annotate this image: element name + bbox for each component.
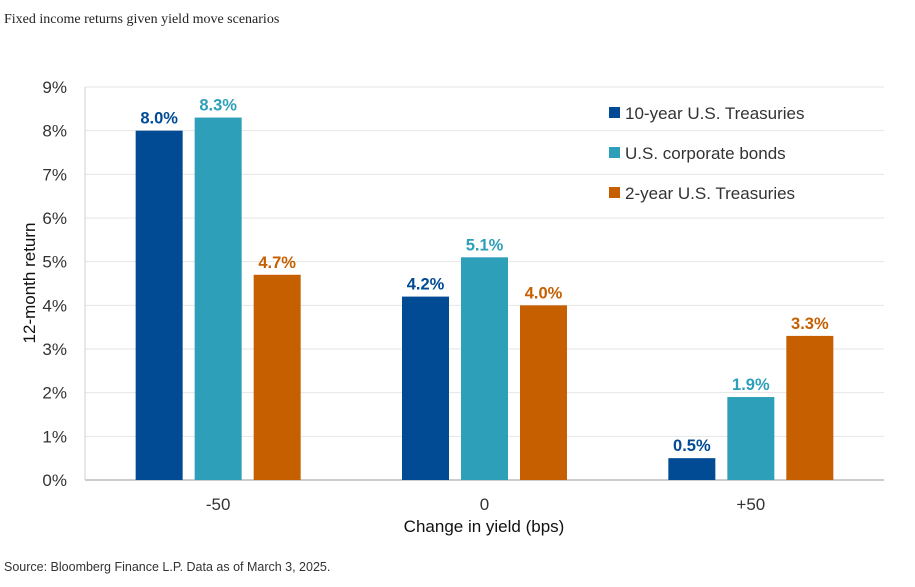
- y-axis-title: 12-month return: [20, 223, 39, 344]
- y-tick-label: 3%: [42, 340, 67, 359]
- data-label: 0.5%: [673, 437, 711, 455]
- chart-title: Fixed income returns given yield move sc…: [4, 12, 280, 27]
- x-axis-title: Change in yield (bps): [404, 517, 565, 536]
- y-tick-label: 6%: [42, 209, 67, 228]
- bar-1-1: [461, 257, 508, 480]
- bar-2-1: [520, 305, 567, 480]
- data-label: 4.0%: [525, 284, 563, 302]
- y-tick-label: 4%: [42, 296, 67, 315]
- y-tick-label: 2%: [42, 384, 67, 403]
- bar-0-1: [402, 296, 449, 480]
- bar-1-0: [194, 117, 242, 481]
- x-tick-label: -50: [206, 495, 231, 514]
- legend-swatch: [609, 107, 620, 118]
- x-tick-label: 0: [480, 495, 489, 514]
- bar-0-0: [135, 130, 183, 480]
- y-tick-label: 7%: [42, 165, 67, 184]
- data-label: 8.3%: [199, 97, 237, 115]
- legend-swatch: [609, 187, 620, 198]
- legend-swatch: [609, 147, 620, 158]
- x-axis-ticks: -50 0 +50: [206, 495, 765, 514]
- bar-2-2: [786, 335, 834, 480]
- data-label: 4.7%: [258, 254, 296, 272]
- data-label: 3.3%: [791, 315, 829, 333]
- legend-label: U.S. corporate bonds: [625, 144, 786, 163]
- bar-0-2: [668, 458, 716, 480]
- y-tick-label: 5%: [42, 253, 67, 272]
- y-tick-label: 9%: [42, 78, 67, 97]
- source-note: Source: Bloomberg Finance L.P. Data as o…: [4, 560, 331, 574]
- data-label: 8.0%: [140, 110, 178, 128]
- y-tick-label: 8%: [42, 122, 67, 141]
- legend-label: 2-year U.S. Treasuries: [625, 184, 795, 203]
- legend-label: 10-year U.S. Treasuries: [625, 104, 805, 123]
- bar-1-2: [727, 397, 775, 480]
- y-tick-label: 1%: [42, 427, 67, 446]
- legend: 10-year U.S. Treasuries U.S. corporate bo…: [609, 104, 805, 203]
- data-label: 1.9%: [732, 376, 770, 394]
- bar-2-0: [253, 274, 301, 480]
- y-tick-label: 0%: [42, 471, 67, 490]
- data-label: 4.2%: [407, 276, 445, 294]
- y-axis-ticks: 0% 1% 2% 3% 4% 5% 6% 7% 8% 9%: [42, 78, 67, 490]
- data-label: 5.1%: [466, 236, 504, 254]
- x-tick-label: +50: [736, 495, 765, 514]
- bars: 8.0% 8.3% 4.7% 4.2% 5.1% 4.0% 0.5% 1.9% 3.3%: [135, 97, 834, 481]
